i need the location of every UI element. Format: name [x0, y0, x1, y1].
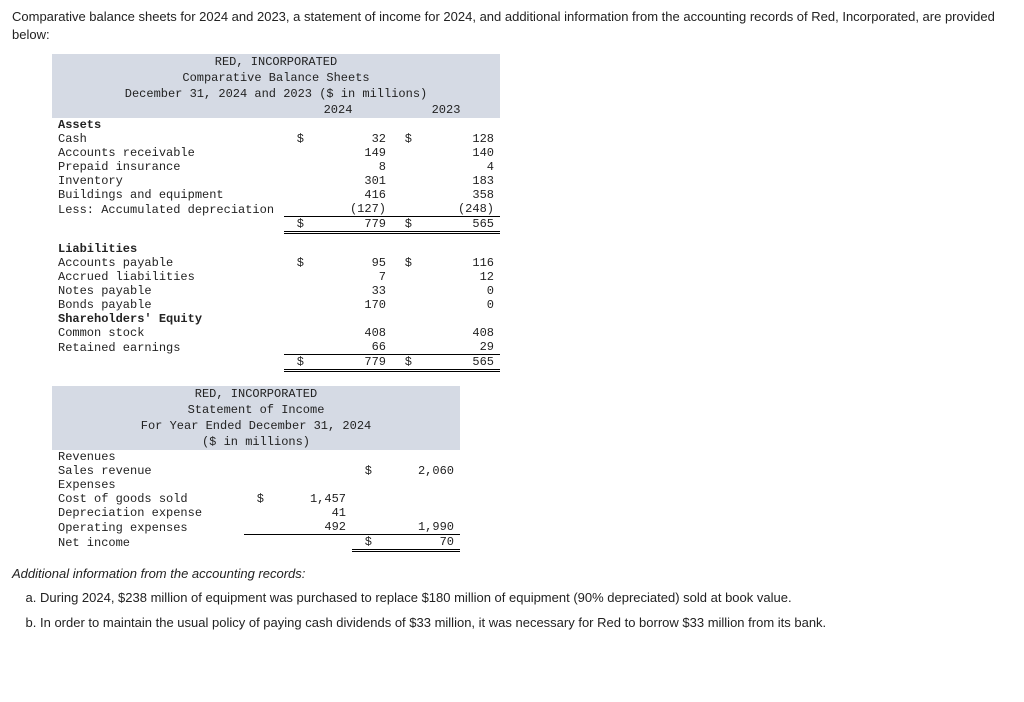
- table-row-label: Accounts receivable: [52, 146, 284, 160]
- table-cell: 4: [418, 160, 500, 174]
- bs-company: RED, INCORPORATED: [52, 54, 500, 70]
- table-cell: 408: [310, 326, 392, 340]
- table-cell: 358: [418, 188, 500, 202]
- table-cell: 492: [270, 520, 352, 535]
- expenses-heading: Expenses: [52, 478, 460, 492]
- table-cell: 301: [310, 174, 392, 188]
- bs-date: December 31, 2024 and 2023 ($ in million…: [52, 86, 500, 102]
- table-cell: 183: [418, 174, 500, 188]
- balance-sheet-table: RED, INCORPORATED Comparative Balance Sh…: [52, 54, 500, 372]
- table-cell: (248): [418, 202, 500, 217]
- assets-heading: Assets: [52, 118, 500, 132]
- table-row-label: Accrued liabilities: [52, 270, 284, 284]
- liab-total-2023: 565: [418, 355, 500, 371]
- note-a: During 2024, $238 million of equipment w…: [40, 589, 1012, 607]
- bs-title: Comparative Balance Sheets: [52, 70, 500, 86]
- table-row-label: Depreciation expense: [52, 506, 244, 520]
- sales-revenue-value: 2,060: [378, 464, 460, 478]
- table-row-label: Cost of goods sold: [52, 492, 244, 506]
- table-cell: (127): [310, 202, 392, 217]
- table-cell: 8: [310, 160, 392, 174]
- intro-text: Comparative balance sheets for 2024 and …: [12, 8, 1012, 44]
- is-company: RED, INCORPORATED: [52, 386, 460, 402]
- additional-info-heading: Additional information from the accounti…: [12, 566, 1012, 581]
- table-row-label: Inventory: [52, 174, 284, 188]
- table-cell: 66: [310, 340, 392, 355]
- table-cell: 95: [310, 256, 392, 270]
- table-row-label: Accounts payable: [52, 256, 284, 270]
- col-2023: 2023: [392, 102, 500, 118]
- equity-heading: Shareholders' Equity: [52, 312, 500, 326]
- table-cell: 140: [418, 146, 500, 160]
- net-income-value: 70: [378, 535, 460, 551]
- table-cell: 116: [418, 256, 500, 270]
- assets-total-2024: 779: [310, 217, 392, 233]
- assets-total-2023: 565: [418, 217, 500, 233]
- table-row-label: Retained earnings: [52, 340, 284, 355]
- table-cell: 1,457: [270, 492, 352, 506]
- is-date: For Year Ended December 31, 2024: [52, 418, 460, 434]
- table-cell: 12: [418, 270, 500, 284]
- is-units: ($ in millions): [52, 434, 460, 450]
- table-row-label: Operating expenses: [52, 520, 244, 535]
- table-cell: 170: [310, 298, 392, 312]
- table-cell: 7: [310, 270, 392, 284]
- liab-total-2024: 779: [310, 355, 392, 371]
- table-cell: 33: [310, 284, 392, 298]
- table-row-label: Buildings and equipment: [52, 188, 284, 202]
- table-cell: 32: [310, 132, 392, 146]
- table-row-label: Common stock: [52, 326, 284, 340]
- table-cell: 0: [418, 284, 500, 298]
- table-row-label: Less: Accumulated depreciation: [52, 202, 284, 217]
- note-b: In order to maintain the usual policy of…: [40, 614, 1012, 632]
- table-cell: 416: [310, 188, 392, 202]
- expenses-total: 1,990: [378, 520, 460, 535]
- sales-revenue-label: Sales revenue: [52, 464, 244, 478]
- table-row-label: Notes payable: [52, 284, 284, 298]
- table-cell: 41: [270, 506, 352, 520]
- table-cell: 149: [310, 146, 392, 160]
- table-row-label: Prepaid insurance: [52, 160, 284, 174]
- is-title: Statement of Income: [52, 402, 460, 418]
- table-cell: 408: [418, 326, 500, 340]
- table-cell: 0: [418, 298, 500, 312]
- table-row-label: Cash: [52, 132, 284, 146]
- additional-notes-list: During 2024, $238 million of equipment w…: [12, 589, 1012, 631]
- revenues-heading: Revenues: [52, 450, 460, 464]
- col-2024: 2024: [284, 102, 392, 118]
- income-statement-table: RED, INCORPORATED Statement of Income Fo…: [52, 386, 460, 552]
- liabilities-heading: Liabilities: [52, 242, 500, 256]
- net-income-label: Net income: [52, 535, 244, 551]
- table-cell: 128: [418, 132, 500, 146]
- table-cell: 29: [418, 340, 500, 355]
- table-row-label: Bonds payable: [52, 298, 284, 312]
